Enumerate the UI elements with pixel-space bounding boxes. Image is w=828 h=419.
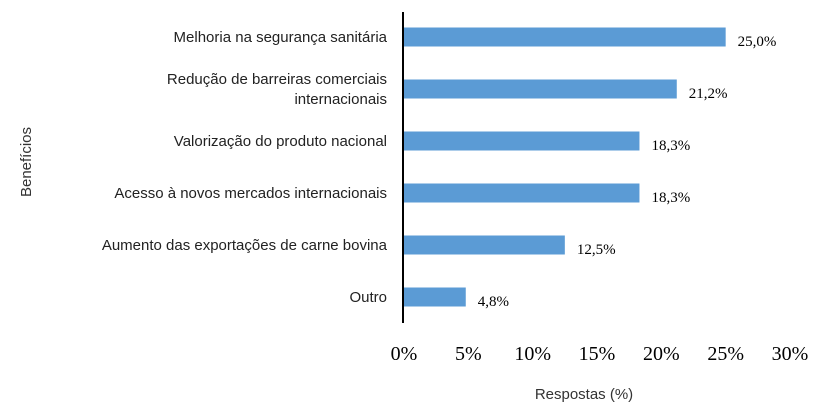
x-tick-label: 30% xyxy=(772,343,809,365)
data-labels: 25,0% 21,2% 18,3% 18,3% 12,5% 4,8% xyxy=(478,34,777,310)
category-label: Outro xyxy=(349,289,387,306)
x-tick-label: 10% xyxy=(514,343,551,365)
x-tick-label: 0% xyxy=(391,343,418,365)
x-tick-label: 15% xyxy=(579,343,616,365)
category-label: Melhoria na segurança sanitária xyxy=(174,29,388,46)
x-tick-labels: 0% 5% 10% 15% 20% 25% 30% xyxy=(391,343,809,365)
bar xyxy=(404,183,640,203)
x-tick-label: 5% xyxy=(455,343,482,365)
category-label: Redução de barreiras comerciais xyxy=(167,71,387,88)
category-labels: Melhoria na segurança sanitária Redução d… xyxy=(102,29,388,306)
bars-group xyxy=(404,27,726,307)
bar xyxy=(404,235,565,255)
category-label: Valorização do produto nacional xyxy=(174,133,387,150)
bar xyxy=(404,79,677,99)
data-label: 18,3% xyxy=(651,138,690,154)
data-label: 25,0% xyxy=(738,34,777,50)
data-label: 4,8% xyxy=(478,294,509,310)
x-tick-label: 25% xyxy=(707,343,744,365)
bar xyxy=(404,287,466,307)
x-tick-label: 20% xyxy=(643,343,680,365)
data-label: 21,2% xyxy=(689,86,728,102)
category-label: Aumento das exportações de carne bovina xyxy=(102,237,388,254)
y-axis-title: Benefícios xyxy=(18,127,35,197)
category-label: internacionais xyxy=(294,91,387,108)
x-axis-title: Respostas (%) xyxy=(535,386,633,403)
data-label: 12,5% xyxy=(577,242,616,258)
bar xyxy=(404,131,640,151)
bar xyxy=(404,27,726,47)
category-label: Acesso à novos mercados internacionais xyxy=(114,185,387,202)
data-label: 18,3% xyxy=(651,190,690,206)
